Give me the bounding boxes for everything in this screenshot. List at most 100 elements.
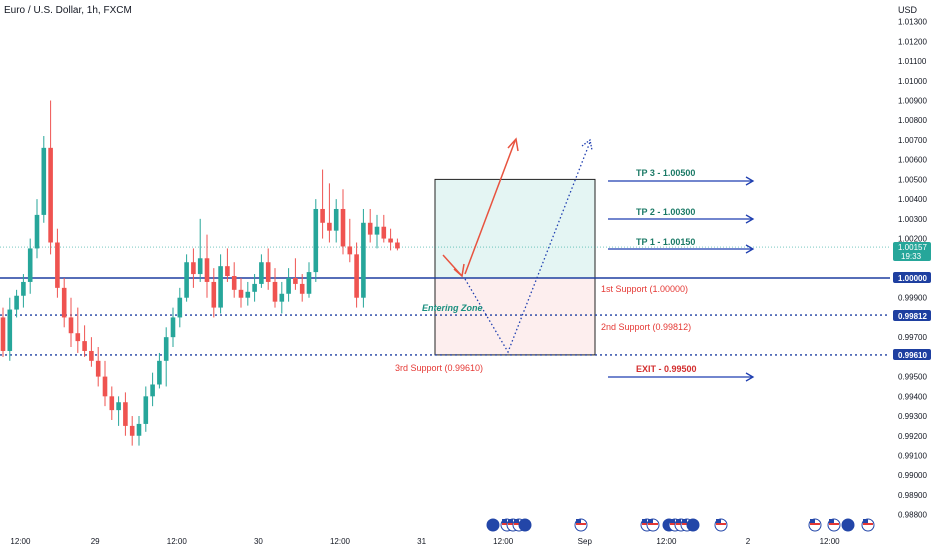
candle-body <box>299 283 305 294</box>
support2-axis-value: 0.99812 <box>898 312 927 321</box>
event-flag-stripe <box>829 523 839 525</box>
event-flag-stripe <box>576 523 586 525</box>
candle-body <box>211 281 217 308</box>
candle-body <box>136 423 142 436</box>
y-tick-label: 1.01200 <box>898 37 927 46</box>
event-marker[interactable] <box>686 518 700 532</box>
y-tick-label: 1.00500 <box>898 175 927 184</box>
y-tick-label: 1.00300 <box>898 215 927 224</box>
rally-arrowhead <box>507 137 519 152</box>
candle-body <box>27 248 33 282</box>
candle-body <box>21 281 26 296</box>
candle-body <box>238 289 244 298</box>
candle-body <box>0 317 6 351</box>
y-tick-label: 0.99300 <box>898 412 927 421</box>
candle-body <box>109 396 115 411</box>
x-tick-label: 29 <box>91 537 100 546</box>
event-marker[interactable] <box>841 518 855 532</box>
candle-body <box>361 222 366 298</box>
y-tick-label: 1.01100 <box>898 57 927 66</box>
event-marker[interactable] <box>486 518 500 532</box>
event-flag-stripe <box>716 523 726 525</box>
candle-body <box>218 266 223 308</box>
candle-body <box>340 208 346 247</box>
candle-body <box>184 262 189 298</box>
countdown-value: 19:33 <box>901 252 922 261</box>
dip-path <box>464 141 591 354</box>
entry-zone <box>434 277 596 356</box>
candle-body <box>293 278 298 284</box>
event-flag-stripe <box>810 523 820 525</box>
candle-body <box>95 360 101 377</box>
candle-body <box>252 283 257 292</box>
candle-body <box>259 262 264 284</box>
x-tick-label: 12:00 <box>820 537 841 546</box>
support3-axis-value: 0.99610 <box>898 351 927 360</box>
x-tick-label: 31 <box>417 537 426 546</box>
candle-body <box>150 384 155 397</box>
event-flag-canton <box>716 519 721 523</box>
candle-body <box>374 226 380 235</box>
current-price-value: 1.00157 <box>898 243 927 252</box>
candle-body <box>129 425 135 436</box>
candle-body <box>354 254 359 298</box>
x-tick-label: 12:00 <box>493 537 514 546</box>
candle-body <box>347 246 353 255</box>
y-tick-label: 0.99700 <box>898 333 927 342</box>
target-zone <box>434 178 596 279</box>
price-axis: 1.01300 1.01200 1.01100 1.01000 1.00900 1.008… <box>898 18 927 520</box>
x-tick-label: 12:00 <box>656 537 677 546</box>
y-tick-label: 0.98900 <box>898 491 927 500</box>
event-flag-stripe <box>648 523 658 525</box>
entry-arrowhead <box>453 263 465 278</box>
candle-body <box>14 295 19 310</box>
candle-body <box>89 350 94 361</box>
candle-body <box>177 297 183 318</box>
tp1-label: TP 1 - 1.00150 <box>636 237 695 247</box>
candle-body <box>381 226 387 239</box>
y-tick-label: 0.99400 <box>898 392 927 401</box>
tp2-arrowhead <box>745 214 755 224</box>
candle-body <box>191 262 196 275</box>
x-tick-label: 12:00 <box>10 537 31 546</box>
current-price-badge <box>893 242 931 261</box>
event-flag-canton <box>863 519 868 523</box>
event-flag-canton <box>682 519 687 523</box>
y-tick-label: 1.00400 <box>898 195 927 204</box>
y-tick-label: 0.99000 <box>898 471 927 480</box>
support3-axis-badge <box>893 349 931 360</box>
event-marker[interactable] <box>518 518 532 532</box>
candle-body <box>68 317 74 334</box>
currency-label: USD <box>898 5 918 15</box>
exit-label: EXIT - 0.99500 <box>636 364 697 374</box>
event-flag-canton <box>676 519 681 523</box>
candle-body <box>116 402 121 411</box>
candle-body <box>143 396 149 424</box>
candle-body <box>61 287 67 318</box>
tp1-arrowhead <box>745 244 755 254</box>
candle-body <box>75 333 81 342</box>
y-tick-label: 0.99500 <box>898 373 927 382</box>
rally-arrow <box>464 140 516 275</box>
support1-axis-badge <box>893 272 931 283</box>
candle-body <box>7 309 13 351</box>
time-axis: 12:00 29 12:00 30 12:00 31 12:00 Sep 12:00 2 12:00 <box>10 537 840 546</box>
candle-body <box>157 360 162 385</box>
y-tick-label: 0.98800 <box>898 511 927 520</box>
candle-body <box>197 258 203 275</box>
dip-arrowhead <box>581 138 593 151</box>
candle-body <box>395 242 400 249</box>
y-tick-label: 0.99200 <box>898 432 927 441</box>
support3-label: 3rd Support (0.99610) <box>395 363 483 373</box>
candle-body <box>388 238 393 243</box>
candle-body <box>204 258 210 282</box>
candle-body <box>245 291 251 298</box>
candle-body <box>225 266 230 277</box>
candle-body <box>327 222 332 231</box>
event-flag-canton <box>642 519 647 523</box>
y-tick-label: 1.01300 <box>898 18 927 27</box>
event-flag-canton <box>810 519 815 523</box>
event-flag-stripe <box>863 523 873 525</box>
candle-body <box>123 402 128 426</box>
